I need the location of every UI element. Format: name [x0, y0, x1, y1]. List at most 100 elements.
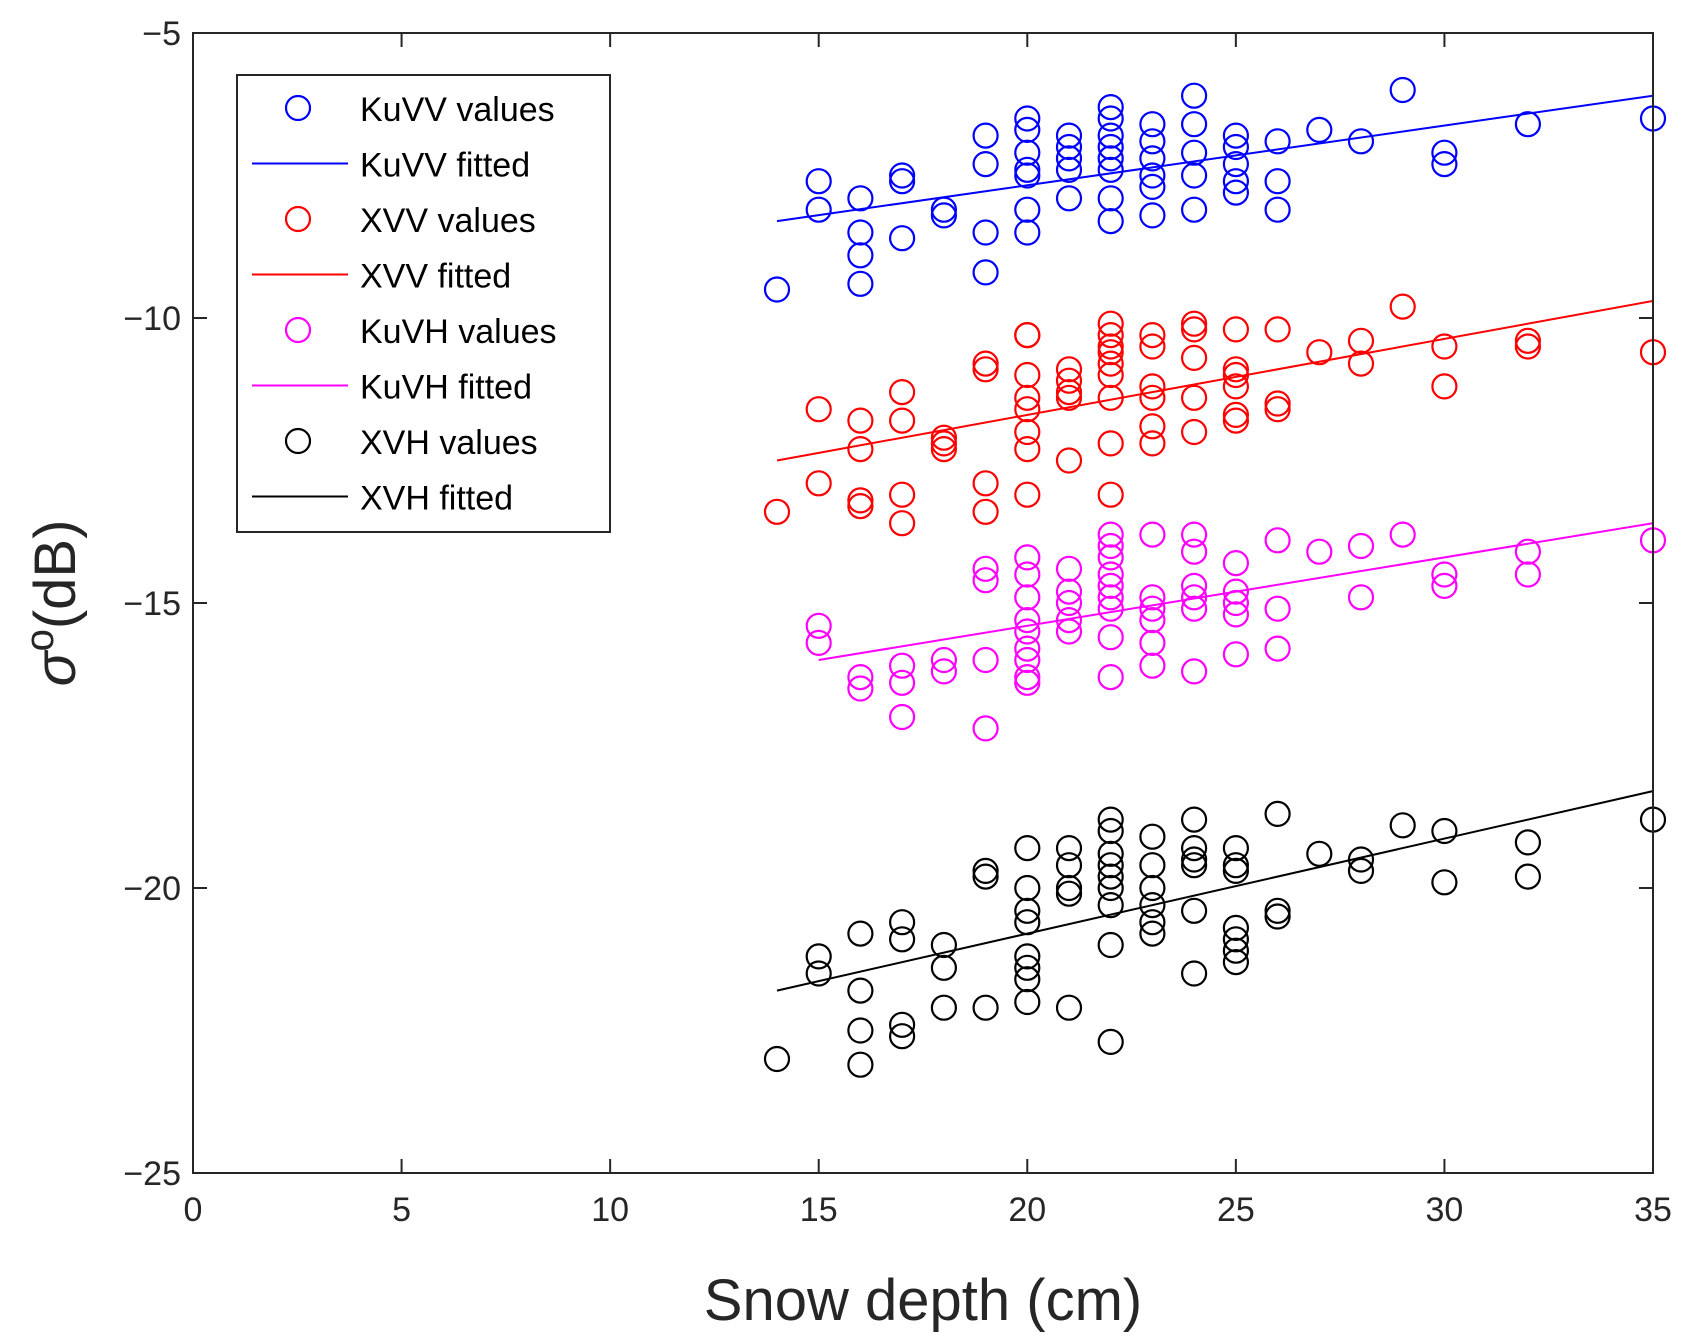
- data-point: [888, 1023, 916, 1050]
- data-point: [1014, 635, 1041, 662]
- fit-line: [776, 790, 1654, 992]
- data-point: [1014, 105, 1041, 132]
- data-point: [847, 977, 874, 1004]
- data-point: [972, 646, 999, 674]
- data-point: [1097, 561, 1124, 588]
- data-point: [1014, 834, 1041, 862]
- y-tick-label: −10: [123, 300, 181, 338]
- data-point: [1097, 145, 1124, 172]
- data-point: [1014, 669, 1041, 696]
- data-point: [1014, 561, 1041, 588]
- data-point: [847, 487, 874, 514]
- data-point: [1014, 322, 1041, 349]
- data-point: [1097, 350, 1124, 377]
- data-point: [1097, 156, 1124, 183]
- data-point: [930, 646, 958, 674]
- data-point: [1139, 584, 1166, 611]
- data-point: [888, 926, 916, 953]
- data-point: [888, 162, 916, 189]
- data-point: [1097, 322, 1124, 349]
- data-point: [1097, 863, 1124, 890]
- data-point: [1180, 595, 1208, 622]
- data-point: [1180, 658, 1208, 685]
- data-point: [1097, 852, 1124, 879]
- data-point: [1139, 202, 1166, 229]
- y-axis-title-rest: (dB): [23, 520, 88, 630]
- data-point: [1139, 173, 1166, 200]
- data-point: [888, 168, 916, 195]
- data-point: [1097, 122, 1124, 149]
- axis-ticks: 0 5 10 15 20 25 30 35 −25 −20 −15 −10 −5: [123, 15, 1672, 1229]
- data-point: [1097, 310, 1124, 337]
- legend-label: XVH fitted: [360, 480, 513, 518]
- data-point: [888, 1011, 916, 1038]
- x-tick-label: 10: [591, 1191, 629, 1229]
- data-point: [1389, 293, 1416, 320]
- data-point: [1180, 806, 1208, 833]
- data-point: [1180, 196, 1208, 223]
- data-point: [1097, 544, 1124, 571]
- data-point: [1014, 954, 1041, 981]
- data-point: [972, 567, 999, 594]
- data-point: [1431, 151, 1458, 178]
- data-point: [1264, 196, 1291, 223]
- data-point: [1222, 834, 1250, 862]
- legend-marker: [284, 427, 312, 455]
- data-point: [1097, 430, 1124, 457]
- x-tick-label: 5: [392, 1191, 411, 1229]
- data-point: [1014, 481, 1041, 508]
- data-point: [1014, 156, 1041, 183]
- fit-line: [776, 94, 1654, 223]
- data-point: [1180, 344, 1208, 371]
- data-point: [805, 396, 832, 423]
- legend-marker: [284, 205, 312, 233]
- data-point: [1055, 852, 1083, 879]
- data-point: [1180, 82, 1208, 109]
- data-point: [1306, 339, 1333, 366]
- data-point: [1222, 407, 1250, 434]
- data-point: [1222, 857, 1250, 885]
- data-point: [847, 1051, 874, 1078]
- data-point: [1180, 852, 1208, 879]
- data-point: [1347, 128, 1375, 155]
- data-point: [1055, 379, 1083, 406]
- data-point: [1097, 595, 1124, 622]
- data-point: [1514, 538, 1542, 565]
- legend-box: [236, 74, 611, 533]
- data-point: [1014, 396, 1041, 423]
- data-point: [1014, 663, 1041, 691]
- data-point: [1055, 367, 1083, 394]
- data-point: [1055, 994, 1083, 1021]
- data-point: [1180, 521, 1208, 548]
- x-tick-label: 25: [1217, 1191, 1255, 1229]
- x-tick-label: 30: [1426, 1191, 1464, 1229]
- fit-line: [776, 299, 1654, 462]
- data-point: [1014, 874, 1041, 902]
- data-point: [763, 276, 791, 303]
- data-point: [1222, 373, 1250, 400]
- legend-marker: [284, 316, 312, 344]
- data-point: [1055, 874, 1083, 902]
- data-point: [1180, 418, 1208, 446]
- data-point: [1180, 846, 1208, 873]
- data-point: [1139, 909, 1166, 936]
- legend-label: KuVH fitted: [360, 369, 532, 407]
- data-point: [1139, 595, 1166, 622]
- data-point: [1097, 891, 1124, 919]
- x-tick-label: 0: [184, 1191, 203, 1229]
- data-point: [1097, 931, 1124, 959]
- data-point: [1264, 635, 1291, 662]
- data-point: [1139, 322, 1166, 349]
- data-point: [1139, 162, 1166, 189]
- data-point: [1139, 874, 1166, 902]
- data-point: [1306, 840, 1333, 867]
- data-point: [1139, 430, 1166, 457]
- data-point: [1431, 817, 1458, 845]
- data-point: [1055, 133, 1083, 161]
- data-point: [1431, 139, 1458, 166]
- data-point: [1055, 122, 1083, 149]
- data-point: [1180, 384, 1208, 411]
- data-point: [1139, 145, 1166, 172]
- data-point: [1014, 219, 1041, 246]
- data-point: [805, 612, 832, 639]
